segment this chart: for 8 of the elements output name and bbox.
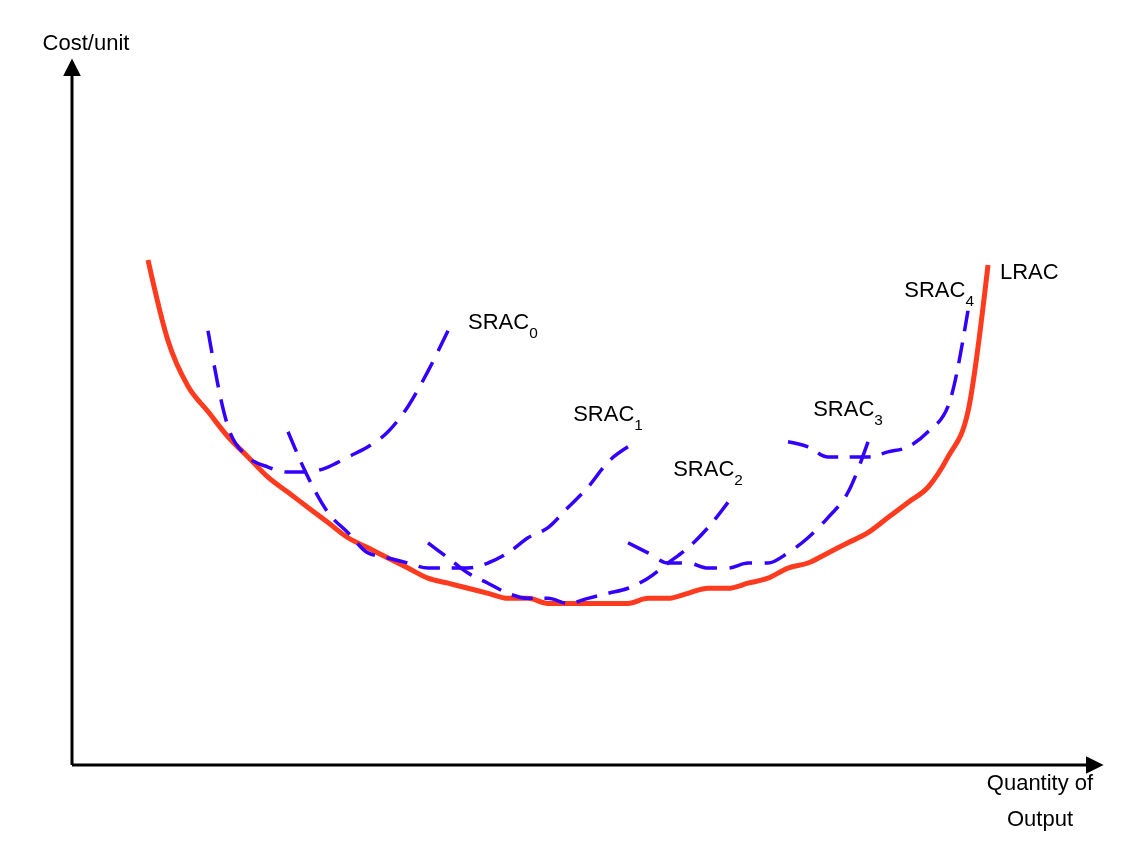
series-label: SRAC$_{4}$ <box>904 276 975 308</box>
series-label: SRAC$_{0}$ <box>468 308 538 341</box>
series-label: SRAC$_{1}$ <box>573 400 643 433</box>
series-label: LRAC <box>1000 259 1059 285</box>
series-label: SRAC$_{3}$ <box>813 395 883 428</box>
series-label: SRAC$_{2}$ <box>673 456 743 488</box>
x-axis-title: Quantity of Output <box>986 770 1095 831</box>
text: Cost/unit <box>42 30 130 55</box>
